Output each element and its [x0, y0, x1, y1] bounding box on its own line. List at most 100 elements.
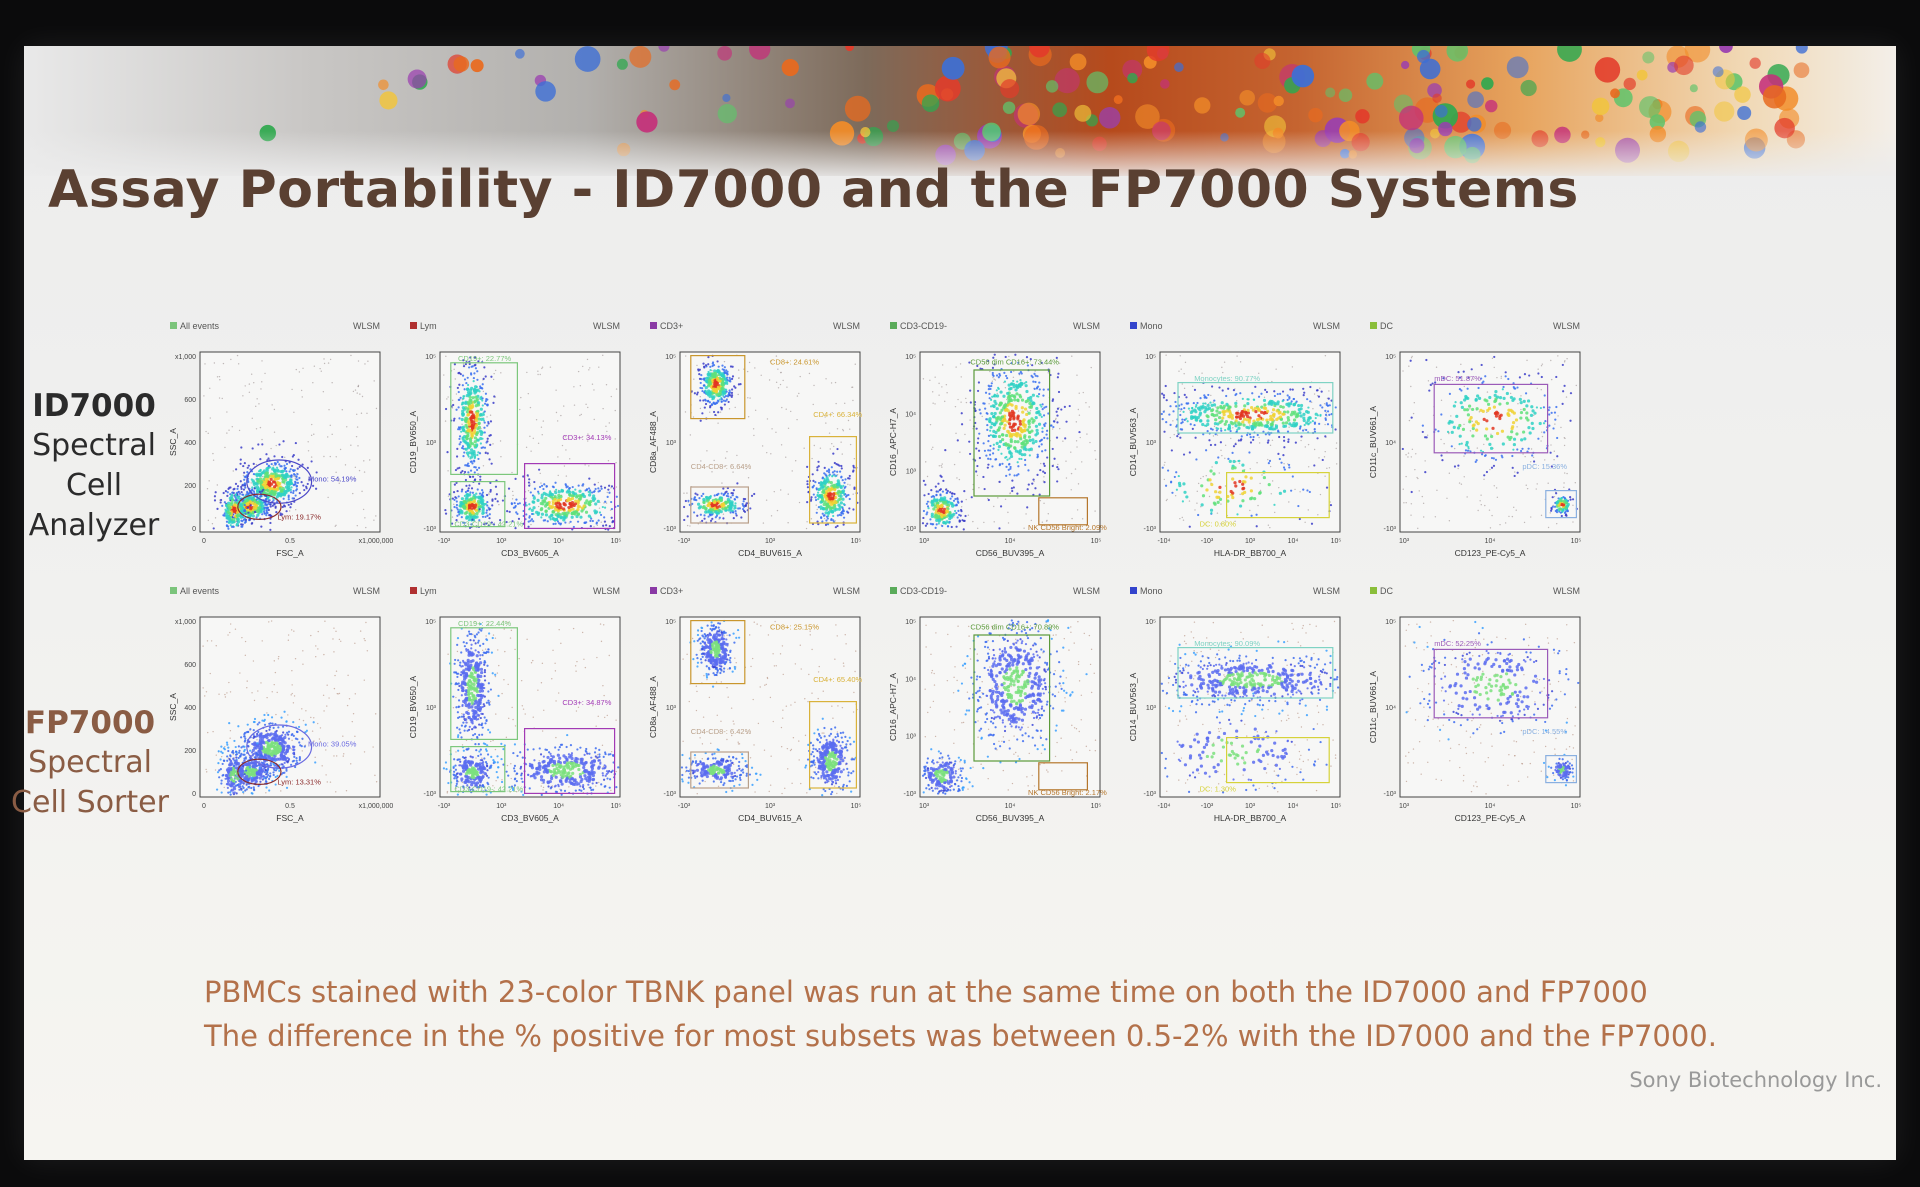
event-dot	[252, 472, 255, 476]
event-dot	[720, 406, 723, 410]
event-dot	[456, 675, 459, 679]
event-dot	[542, 420, 545, 422]
event-dot	[301, 708, 303, 710]
event-dot	[728, 376, 731, 379]
event-dot	[232, 470, 234, 472]
event-dot	[803, 447, 805, 449]
event-dot	[259, 732, 263, 735]
event-dot	[359, 393, 361, 395]
event-dot	[542, 755, 545, 758]
event-dot	[291, 669, 293, 672]
event-dot	[275, 495, 279, 499]
event-dot	[230, 520, 234, 524]
event-dot	[233, 739, 236, 743]
event-dot	[240, 746, 243, 749]
event-dot	[493, 395, 496, 398]
event-dot	[271, 691, 273, 693]
banner-dot	[535, 81, 556, 102]
event-dot	[504, 650, 506, 653]
event-dot	[486, 437, 489, 440]
event-dot	[553, 495, 557, 499]
event-dot	[540, 506, 544, 511]
event-dot	[562, 774, 566, 778]
event-dot	[365, 621, 367, 624]
event-dot	[343, 753, 345, 755]
event-dot	[469, 469, 473, 472]
event-dot	[240, 485, 243, 489]
event-dot	[241, 493, 244, 496]
event-dot	[335, 456, 337, 458]
event-dot	[712, 410, 716, 414]
banner-dot	[636, 111, 658, 133]
event-dot	[287, 737, 291, 740]
event-dot	[302, 719, 305, 722]
event-dot	[706, 389, 711, 393]
event-dot	[474, 367, 478, 370]
event-dot	[506, 764, 509, 767]
event-dot	[204, 695, 206, 697]
event-dot	[481, 759, 484, 762]
event-dot	[496, 776, 499, 779]
event-dot	[707, 370, 710, 374]
event-dot	[699, 381, 702, 385]
event-dot	[227, 517, 231, 521]
event-dot	[320, 370, 322, 372]
event-dot	[490, 740, 492, 743]
event-dot	[219, 758, 222, 761]
event-dot	[280, 488, 284, 492]
event-dot	[477, 401, 481, 405]
x-tick-label: 0	[202, 538, 206, 545]
event-dot	[467, 630, 471, 633]
event-dot	[253, 717, 257, 721]
event-dot	[472, 506, 476, 510]
event-dot	[500, 456, 502, 458]
x-tick-label: 10³	[496, 538, 507, 545]
parent-gate-label: CD3+	[660, 321, 683, 331]
banner-dot	[1400, 60, 1410, 70]
event-dot	[844, 402, 846, 405]
event-dot	[259, 744, 263, 748]
event-dot	[460, 509, 464, 514]
event-dot	[269, 732, 273, 736]
event-dot	[467, 698, 471, 702]
event-dot	[543, 709, 545, 711]
event-dot	[323, 653, 325, 656]
event-dot	[456, 711, 459, 714]
banner-dot	[1257, 93, 1278, 113]
event-dot	[542, 786, 545, 789]
event-dot	[579, 384, 582, 387]
event-dot	[470, 651, 474, 655]
event-dot	[520, 396, 522, 399]
event-dot	[266, 495, 270, 499]
event-dot	[582, 787, 585, 791]
event-dot	[460, 497, 464, 501]
event-dot	[550, 493, 555, 497]
event-dot	[484, 760, 488, 764]
event-dot	[473, 465, 476, 469]
event-dot	[345, 790, 348, 792]
event-dot	[465, 381, 468, 385]
event-dot	[354, 466, 357, 469]
event-dot	[484, 392, 488, 395]
banner-dot	[1434, 104, 1448, 118]
event-dot	[295, 368, 298, 371]
event-dot	[524, 763, 528, 766]
event-dot	[270, 764, 273, 767]
event-dot	[287, 730, 291, 733]
event-dot	[265, 468, 269, 473]
event-dot	[205, 430, 207, 433]
unmixing-tag: WLSM	[353, 321, 380, 331]
event-dot	[717, 365, 720, 368]
event-dot	[589, 489, 592, 492]
event-dot	[460, 651, 463, 654]
event-dot	[251, 754, 254, 757]
event-dot	[473, 479, 476, 482]
event-dot	[711, 361, 715, 364]
event-dot	[798, 392, 800, 395]
event-dot	[598, 755, 601, 758]
event-dot	[530, 508, 534, 512]
event-dot	[214, 769, 217, 771]
banner-dot	[378, 79, 389, 91]
event-dot	[610, 395, 612, 398]
